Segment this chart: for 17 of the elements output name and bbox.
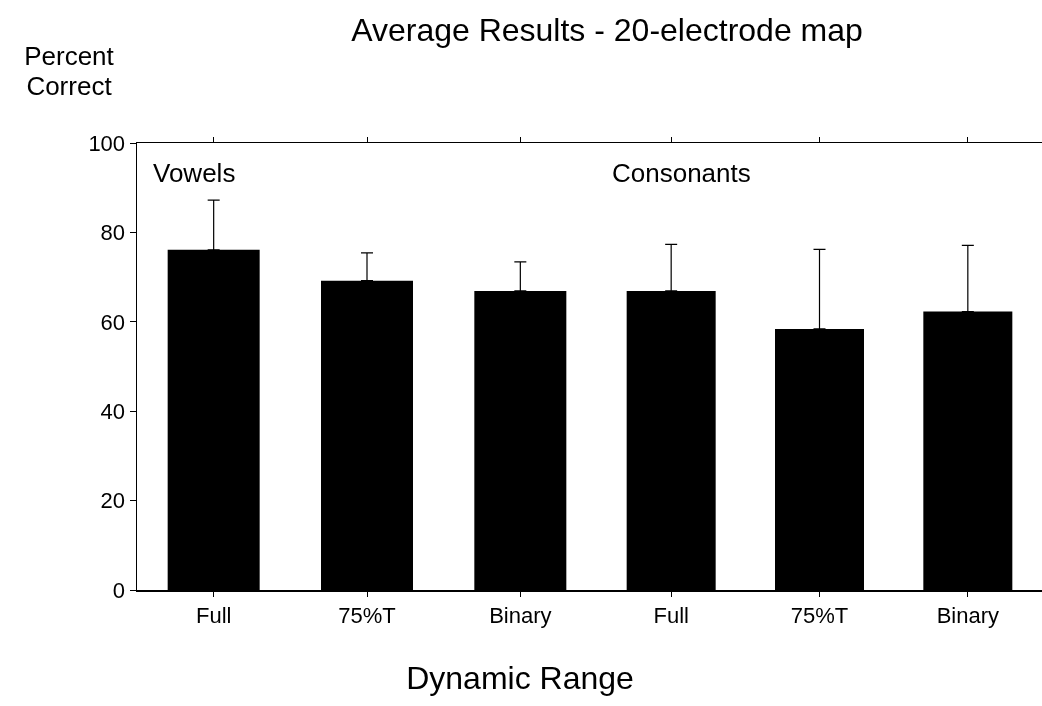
x-tick-label: 75%T — [338, 602, 396, 628]
y-axis-title: Percent Correct — [23, 41, 115, 102]
y-tick-label: 0 — [112, 577, 126, 603]
y-tick-label: 40 — [100, 398, 126, 424]
text: Consonants — [612, 158, 751, 188]
y-tick-label: 100 — [88, 130, 126, 156]
y-tick-label: 80 — [100, 220, 126, 246]
x-tick-label: Binary — [936, 602, 1000, 628]
chart-title: Average Results - 20-electrode map — [350, 12, 864, 49]
x-axis-title: Dynamic Range — [405, 660, 635, 697]
x-tick-label: Full — [653, 602, 689, 628]
text: Vowels — [153, 158, 236, 188]
y-tick-label: 60 — [100, 309, 126, 335]
y-tick-label: 20 — [100, 488, 126, 514]
x-tick-label: Full — [195, 602, 232, 628]
x-tick-label: 75%T — [790, 602, 849, 628]
x-tick-label: Binary — [489, 602, 552, 628]
